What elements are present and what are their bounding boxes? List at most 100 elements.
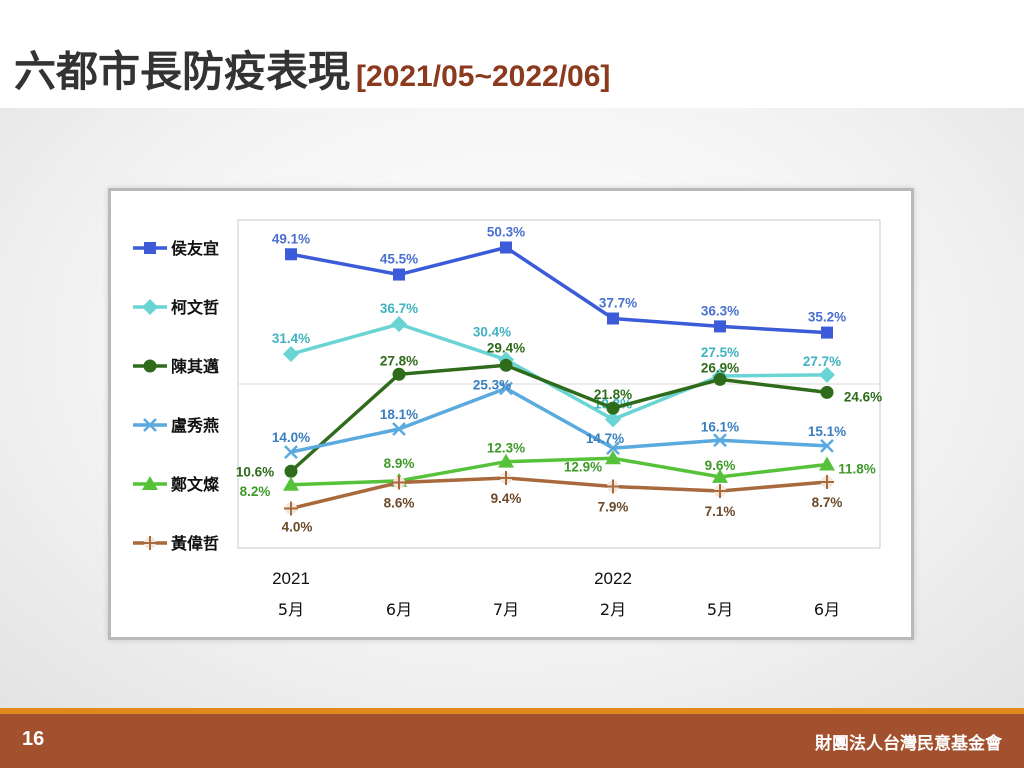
- data-label-4-5: 11.8%: [838, 461, 876, 476]
- marker-3-5: [820, 439, 834, 453]
- data-label-1-5: 27.7%: [803, 354, 841, 369]
- marker-0-2: [500, 241, 512, 254]
- marker-3-legend: [143, 418, 157, 432]
- data-label-1-0: 31.4%: [272, 331, 310, 346]
- marker-0-5: [821, 326, 833, 339]
- marker-5-0: [284, 501, 298, 516]
- data-label-4-1: 8.9%: [384, 456, 415, 471]
- footer-bar: 16 財團法人台灣民意基金會: [0, 714, 1024, 768]
- data-label-3-0: 14.0%: [272, 430, 310, 445]
- data-label-0-2: 50.3%: [487, 224, 525, 239]
- legend-label-4: 鄭文燦: [171, 475, 220, 494]
- x-tick-label-3: 2月: [600, 600, 626, 619]
- data-label-1-2: 30.4%: [473, 325, 511, 340]
- data-label-2-1: 27.8%: [380, 353, 418, 368]
- data-label-3-2: 25.3%: [473, 377, 511, 392]
- data-label-2-0: 10.6%: [236, 464, 274, 479]
- data-label-3-3: 14.7%: [586, 431, 624, 446]
- organization-name: 財團法人台灣民意基金會: [815, 734, 1002, 754]
- legend-label-3: 盧秀燕: [171, 416, 219, 435]
- data-label-1-1: 36.7%: [380, 301, 418, 316]
- data-label-5-1: 8.6%: [384, 496, 415, 511]
- series-line-3: [290, 386, 828, 454]
- marker-3-3: [606, 441, 620, 456]
- marker-5-1: [392, 475, 406, 490]
- x-tick-label-1: 6月: [386, 600, 412, 619]
- title-bar: 六都市長防疫表現 [2021/05~2022/06]: [0, 0, 1024, 108]
- marker-5-4: [713, 483, 727, 498]
- data-label-5-3: 7.9%: [598, 499, 629, 514]
- marker-5-2: [499, 471, 513, 486]
- page-number: 16: [22, 728, 45, 750]
- year-label-1: 2022: [594, 569, 632, 588]
- marker-2-1: [392, 367, 406, 381]
- slide-title: 六都市長防疫表現 [2021/05~2022/06]: [14, 38, 610, 99]
- x-tick-label-0: 5月: [278, 600, 304, 619]
- legend-label-1: 柯文哲: [171, 298, 219, 317]
- data-label-4-4: 9.6%: [705, 458, 736, 473]
- chart-frame: 49.1% 45.5% 50.3% 37.7% 36.3% 35.2% 侯友宜 31.4% 36…: [108, 188, 914, 640]
- data-label-3-5: 15.1%: [808, 424, 846, 439]
- marker-0-0: [285, 248, 297, 261]
- data-label-4-0: 8.2%: [240, 484, 271, 499]
- x-tick-label-2: 7月: [493, 600, 519, 619]
- series-line-0: [290, 245, 828, 335]
- data-label-1-4: 27.5%: [701, 345, 739, 360]
- data-label-5-4: 7.1%: [705, 504, 736, 519]
- marker-1-3: [605, 411, 621, 428]
- marker-3-0: [284, 445, 298, 459]
- data-label-0-1: 45.5%: [380, 252, 418, 267]
- legend-label-0: 侯友宜: [171, 239, 219, 258]
- marker-4-4: [712, 468, 728, 483]
- data-label-4-3: 12.9%: [564, 459, 602, 474]
- data-label-0-5: 35.2%: [808, 310, 846, 325]
- marker-2-legend: [143, 359, 157, 373]
- marker-3-1: [392, 422, 406, 436]
- marker-0-legend: [144, 242, 156, 254]
- marker-0-3: [607, 312, 619, 325]
- marker-5-3: [606, 479, 620, 494]
- x-tick-label-5: 6月: [814, 600, 840, 619]
- marker-1-legend: [142, 299, 158, 315]
- marker-2-2: [499, 358, 513, 372]
- marker-4-legend: [142, 476, 158, 490]
- series-line-5: [290, 476, 828, 511]
- slide-title-text: 六都市長防疫表現: [14, 47, 351, 96]
- series-line-1: [290, 322, 828, 422]
- marker-0-4: [714, 320, 726, 333]
- line-chart: 49.1% 45.5% 50.3% 37.7% 36.3% 35.2% 侯友宜 31.4% 36…: [133, 219, 882, 619]
- marker-2-4: [713, 372, 727, 386]
- data-label-5-5: 8.7%: [812, 495, 843, 510]
- data-label-0-0: 49.1%: [272, 231, 310, 246]
- marker-3-4: [713, 433, 727, 448]
- marker-4-5: [819, 456, 835, 471]
- data-label-5-2: 9.4%: [491, 491, 522, 506]
- data-label-0-4: 36.3%: [701, 303, 739, 318]
- legend-label-2: 陳其邁: [171, 357, 219, 376]
- data-label-2-4: 26.9%: [701, 360, 739, 375]
- year-label-0: 2021: [272, 569, 310, 588]
- marker-3-2: [499, 381, 513, 396]
- marker-4-2: [498, 453, 514, 468]
- data-label-4-2: 12.3%: [487, 441, 525, 456]
- series-line-4: [290, 456, 828, 487]
- data-label-2-5: 24.6%: [844, 389, 882, 404]
- legend-label-5: 黃偉哲: [170, 534, 219, 553]
- marker-0-1: [393, 268, 405, 281]
- data-label-0-3: 37.7%: [599, 296, 637, 311]
- marker-4-3: [605, 450, 621, 465]
- marker-5-legend: [143, 536, 157, 550]
- data-label-2-3: 21.8%: [594, 387, 632, 402]
- data-label-5-0: 4.0%: [282, 519, 313, 534]
- data-label-3-4: 16.1%: [701, 419, 739, 434]
- marker-2-5: [820, 385, 834, 399]
- marker-4-0: [283, 476, 299, 491]
- data-label-3-1: 18.1%: [380, 407, 418, 422]
- footer-accent-line: [0, 708, 1024, 714]
- x-tick-label-4: 5月: [707, 600, 733, 619]
- marker-1-5: [819, 366, 835, 383]
- marker-1-0: [283, 346, 299, 363]
- marker-2-0: [284, 464, 298, 478]
- data-label-2-2: 29.4%: [487, 340, 525, 355]
- marker-2-3: [606, 401, 620, 415]
